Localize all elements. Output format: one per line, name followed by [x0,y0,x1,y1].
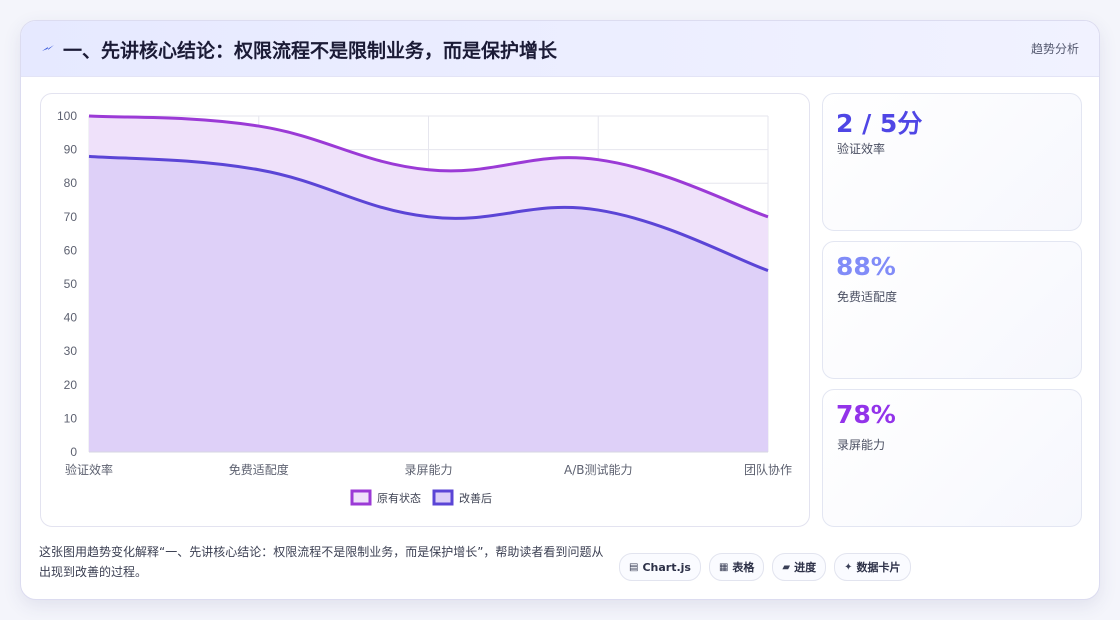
y-tick-label: 50 [64,277,78,291]
series-area-2 [89,156,768,452]
chip-table[interactable]: ▦ 表格 [708,553,765,581]
area-chart: 0 10 20 30 40 50 60 70 80 90 100 验证效率 免费适配度 录屏能力 A/B测试… [57,109,792,506]
stat-label: 验证效率 [837,142,886,156]
chip-label: 数据卡片 [856,561,901,574]
trend-analysis-tag: 趋势分析 [1030,42,1079,56]
series-line-1 [88,114,769,219]
y-tick-label: 70 [64,210,78,224]
x-tick-label: 验证效率 [65,462,113,477]
chip-data-cards[interactable]: ✦ 数据卡片 [834,553,911,581]
chart-description: 这张图用趋势变化解释“一、先讲核心结论：权限流程不是限制业务，而是保护增长”，帮… [39,545,604,579]
legend-label: 原有状态 [377,491,421,505]
y-tick-label: 20 [64,378,78,392]
legend-swatch [432,489,454,506]
y-tick-label: 60 [64,243,78,257]
y-tick-label: 30 [64,344,78,358]
main-card: 一、先讲核心结论：权限流程不是限制业务，而是保护增长 趋势分析 0 10 20 30 4… [20,20,1100,600]
stat-card-validation: 2 / 5分 验证效率 [822,93,1082,231]
page-title: 一、先讲核心结论：权限流程不是限制业务，而是保护增长 [63,40,558,62]
stat-value: 78% [836,400,896,429]
y-tick-label: 100 [57,109,77,123]
stat-label: 录屏能力 [837,438,886,452]
y-tick-label: 90 [64,143,78,157]
card-header: 一、先讲核心结论：权限流程不是限制业务，而是保护增长 趋势分析 [21,21,1099,77]
series-line-2 [88,154,769,272]
y-tick-label: 80 [64,176,78,190]
sparkle-icon: ✦ [844,561,853,573]
x-tick-label: 录屏能力 [404,463,452,477]
x-tick-label: 团队协作 [744,462,792,477]
chip-label: Chart.js [642,560,691,574]
feature-chips: ▤ Chart.js ▦ 表格 ▰ 进度 ✦ 数据卡片 [619,553,911,581]
stat-card-free-fit: 88% 免费适配度 [822,241,1082,379]
chip-label: 进度 [794,561,817,574]
x-tick-label: A/B测试能力 [564,462,633,477]
chip-label: 表格 [732,561,755,574]
legend-swatch [350,489,372,506]
progress-icon: ▰ [782,561,791,573]
chart-icon: ▤ [629,561,639,573]
chip-progress[interactable]: ▰ 进度 [772,553,827,581]
y-tick-label: 40 [64,311,78,325]
table-icon: ▦ [718,561,729,573]
stat-value: 88% [836,252,896,281]
y-tick-label: 10 [64,411,78,425]
legend-label: 改善后 [459,491,492,505]
lightning-icon [42,45,54,51]
chip-chartjs[interactable]: ▤ Chart.js [619,553,701,581]
stat-value: 2 / 5分 [836,109,923,138]
chart-panel: 0 10 20 30 40 50 60 70 80 90 100 验证效率 免费适配度 录屏能力 A/B测试… [40,93,810,527]
y-tick-label: 0 [70,445,77,459]
stat-card-recording: 78% 录屏能力 [822,389,1082,527]
x-tick-label: 免费适配度 [229,462,289,477]
stat-label: 免费适配度 [837,290,898,304]
